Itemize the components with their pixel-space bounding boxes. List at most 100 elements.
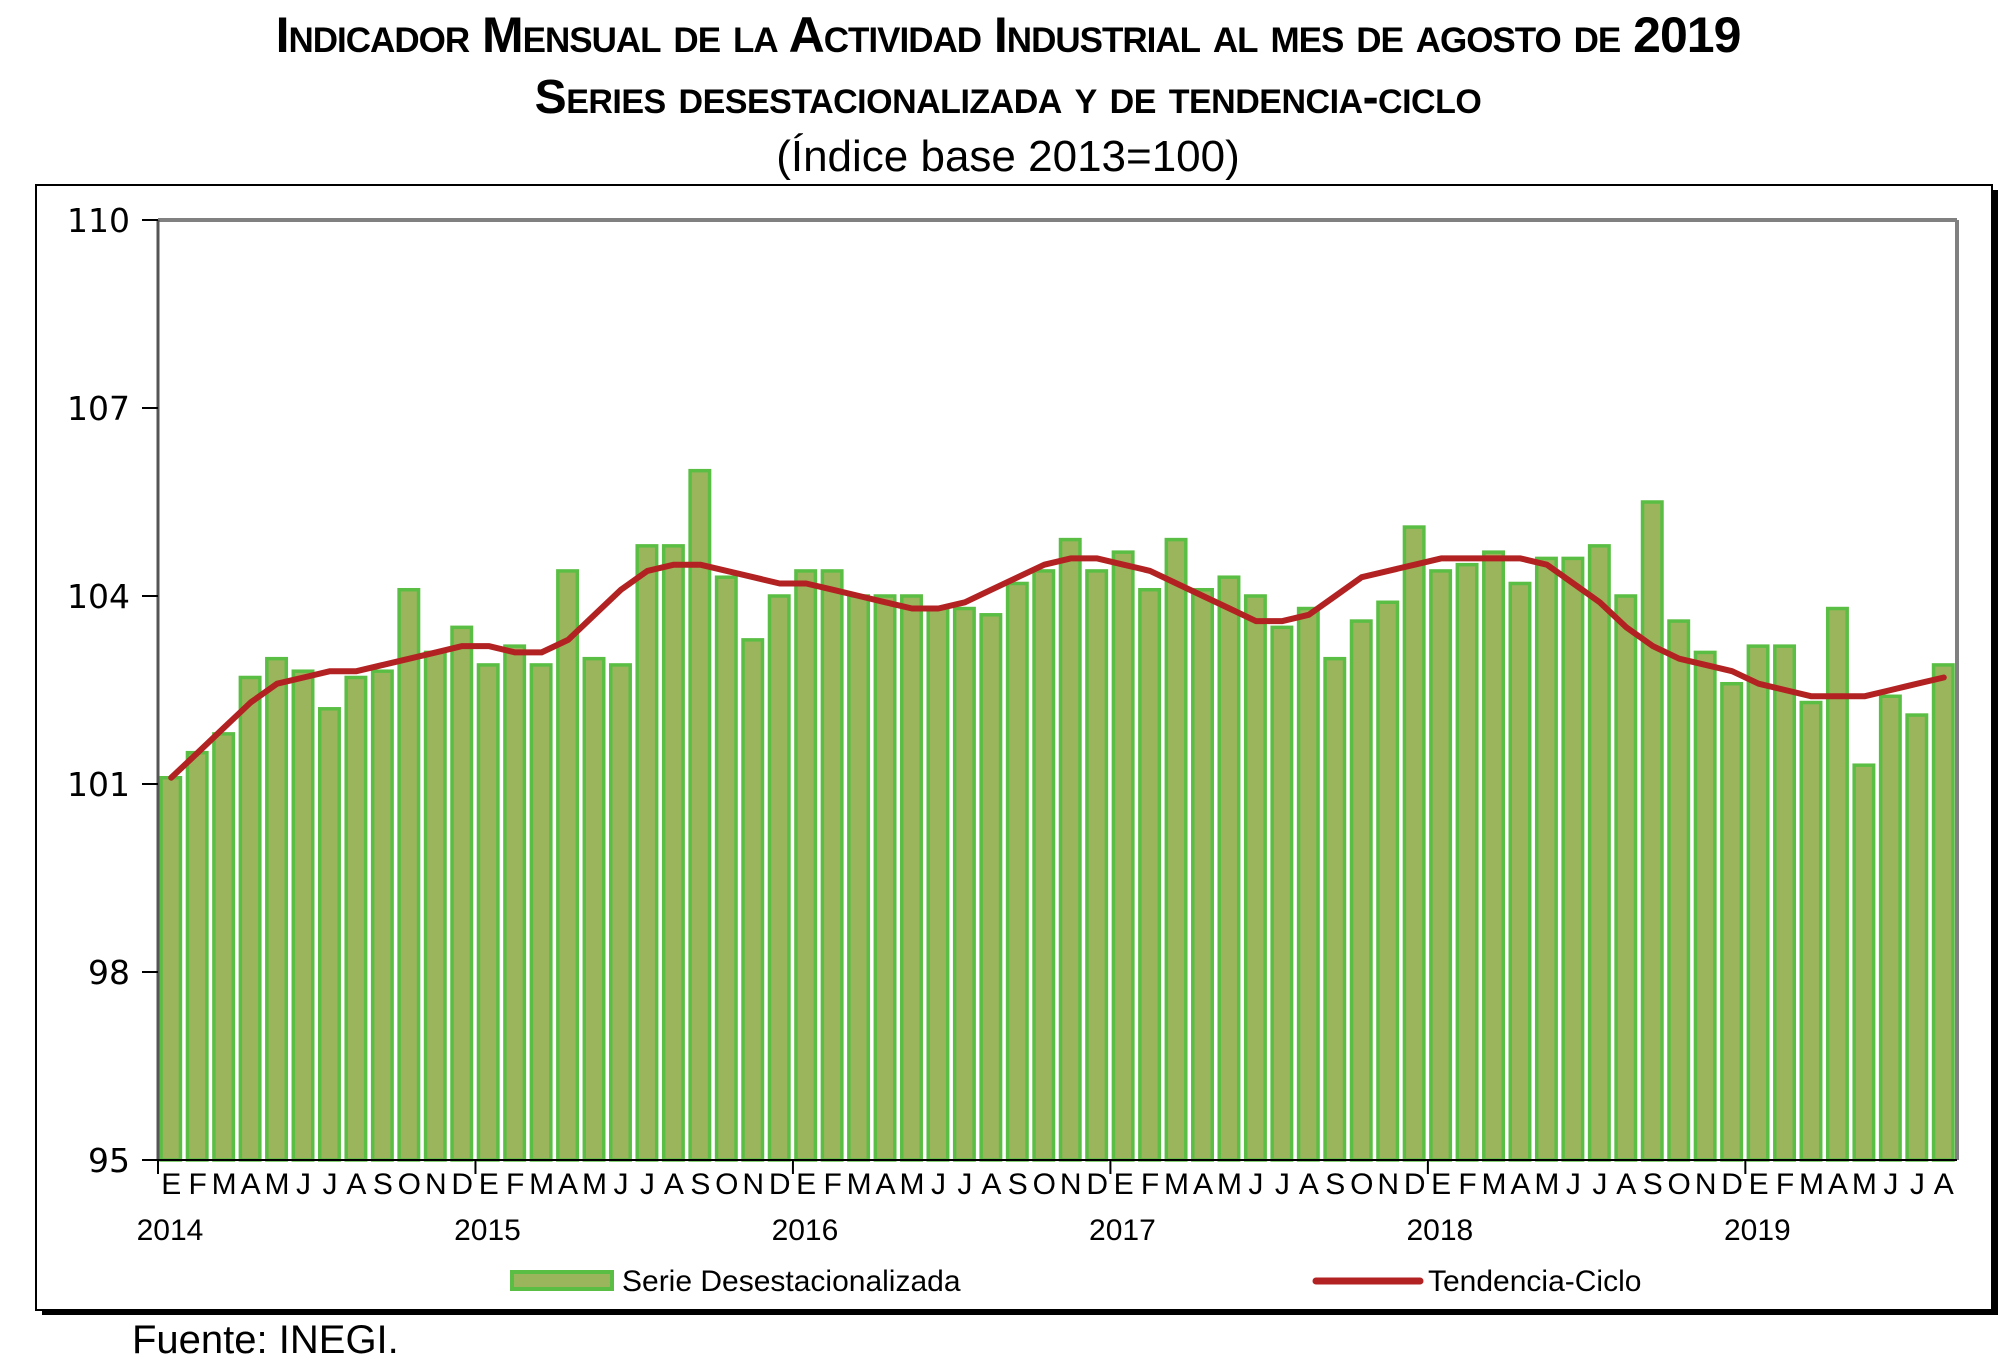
- bar: [1217, 575, 1241, 1162]
- trend-line: [168, 555, 1947, 781]
- bar: [1825, 606, 1849, 1162]
- x-tick-label: D: [1086, 1168, 1108, 1201]
- x-tick-label: J: [640, 1168, 655, 1201]
- x-tick-label: O: [398, 1168, 421, 1201]
- bar: [1773, 644, 1797, 1162]
- legend-label-bars: Serie Desestacionalizada: [622, 1265, 961, 1298]
- bar: [1111, 550, 1135, 1162]
- x-tick-label: N: [1695, 1168, 1717, 1201]
- bar: [370, 669, 394, 1162]
- x-tick-label: E: [1114, 1168, 1134, 1201]
- x-tick-label: E: [479, 1168, 499, 1201]
- bar: [661, 544, 685, 1162]
- bar: [1931, 663, 1955, 1162]
- x-tick-label: M: [1482, 1168, 1507, 1201]
- y-tick-label: 110: [67, 201, 130, 240]
- x-tick-label: M: [1217, 1168, 1242, 1201]
- x-tick-label: A: [558, 1168, 578, 1201]
- bar: [556, 569, 580, 1162]
- x-tick-label: O: [1033, 1168, 1056, 1201]
- legend-label-trend: Tendencia-Ciclo: [1428, 1265, 1641, 1298]
- x-tick-label: N: [1377, 1168, 1399, 1201]
- x-tick-label: A: [1934, 1168, 1954, 1201]
- bar: [1878, 694, 1902, 1162]
- x-tick-label: M: [529, 1168, 554, 1201]
- year-label: 2018: [1407, 1214, 1474, 1247]
- y-tick-label: 101: [67, 765, 130, 804]
- legend-swatch-bars: [510, 1270, 614, 1291]
- bar: [1323, 656, 1347, 1162]
- x-tick-label: A: [1510, 1168, 1530, 1201]
- bar: [423, 650, 447, 1162]
- x-tick-label: J: [1248, 1168, 1263, 1201]
- x-tick-label: J: [1910, 1168, 1925, 1201]
- chart-subtitle: Series desestacionalizada y de tendencia…: [534, 71, 1482, 124]
- x-tick-label: J: [957, 1168, 972, 1201]
- x-tick-label: S: [1643, 1168, 1663, 1201]
- bar: [344, 675, 368, 1162]
- x-tick-label: E: [1749, 1168, 1769, 1201]
- x-tick-label: O: [1350, 1168, 1373, 1201]
- bar: [741, 638, 765, 1162]
- x-tick-label: N: [1060, 1168, 1082, 1201]
- bar: [873, 594, 897, 1162]
- bar: [1085, 569, 1109, 1162]
- x-tick-label: F: [823, 1168, 841, 1201]
- bar: [1640, 500, 1664, 1162]
- chart-units: (Índice base 2013=100): [776, 132, 1240, 181]
- x-tick-label: S: [1008, 1168, 1028, 1201]
- bar: [1243, 594, 1267, 1162]
- x-tick-label: E: [796, 1168, 816, 1201]
- bar: [1693, 650, 1717, 1162]
- bar: [1614, 594, 1638, 1162]
- x-tick-label: M: [1164, 1168, 1189, 1201]
- x-tick-label: J: [1566, 1168, 1581, 1201]
- x-tick-label: J: [1592, 1168, 1607, 1201]
- x-tick-label: A: [1193, 1168, 1213, 1201]
- bar: [979, 613, 1003, 1162]
- y-tick-label: 107: [67, 389, 130, 428]
- x-tick-label: M: [1799, 1168, 1824, 1201]
- x-tick-label: O: [1668, 1168, 1691, 1201]
- bar: [317, 707, 341, 1162]
- bar: [1402, 525, 1426, 1162]
- bar: [688, 468, 712, 1162]
- source-note: Fuente: INEGI.: [132, 1318, 399, 1362]
- x-tick-label: M: [1534, 1168, 1559, 1201]
- bar: [952, 606, 976, 1162]
- bar: [265, 656, 289, 1162]
- year-label: 2017: [1089, 1214, 1156, 1247]
- x-tick-label: D: [1721, 1168, 1743, 1201]
- x-tick-label: F: [506, 1168, 524, 1201]
- bar: [1534, 556, 1558, 1162]
- x-tick-label: M: [212, 1168, 237, 1201]
- y-tick-label: 104: [67, 577, 130, 616]
- x-tick-label: N: [425, 1168, 447, 1201]
- x-tick-label: A: [1616, 1168, 1636, 1201]
- legend: Serie Desestacionalizada Tendencia-Ciclo: [510, 1265, 1641, 1298]
- x-tick-label: J: [613, 1168, 628, 1201]
- x-tick-label: M: [582, 1168, 607, 1201]
- bar: [714, 575, 738, 1162]
- bar: [1799, 700, 1823, 1162]
- year-label: 2015: [454, 1214, 521, 1247]
- x-tick-label: A: [241, 1168, 261, 1201]
- x-tick-label: D: [451, 1168, 473, 1201]
- bar: [582, 656, 606, 1162]
- x-tick-label: F: [1776, 1168, 1794, 1201]
- bar: [1191, 587, 1214, 1162]
- bar: [238, 675, 262, 1162]
- bar: [185, 750, 209, 1162]
- bar: [767, 594, 791, 1162]
- bar: [1455, 562, 1479, 1162]
- x-tick-label: M: [1852, 1168, 1877, 1201]
- bar: [1508, 581, 1532, 1162]
- bar: [820, 569, 844, 1162]
- bar: [1720, 681, 1744, 1162]
- bar: [1164, 537, 1188, 1162]
- bar: [1270, 625, 1294, 1162]
- x-tick-label: M: [847, 1168, 872, 1201]
- bar: [1429, 569, 1453, 1162]
